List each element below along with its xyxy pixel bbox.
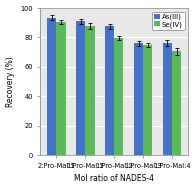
Bar <box>134 43 143 155</box>
X-axis label: Mol ratio of NADES-4: Mol ratio of NADES-4 <box>74 174 154 184</box>
Bar <box>172 51 181 155</box>
Bar <box>47 18 56 155</box>
Bar <box>114 38 123 155</box>
Legend: As(III), Se(IV): As(III), Se(IV) <box>152 12 185 30</box>
Bar <box>163 43 172 155</box>
Bar <box>105 26 114 155</box>
Bar <box>85 26 94 155</box>
Y-axis label: Recovery (%): Recovery (%) <box>5 56 15 107</box>
Bar <box>76 21 85 155</box>
Bar <box>143 45 152 155</box>
Bar <box>56 22 66 155</box>
